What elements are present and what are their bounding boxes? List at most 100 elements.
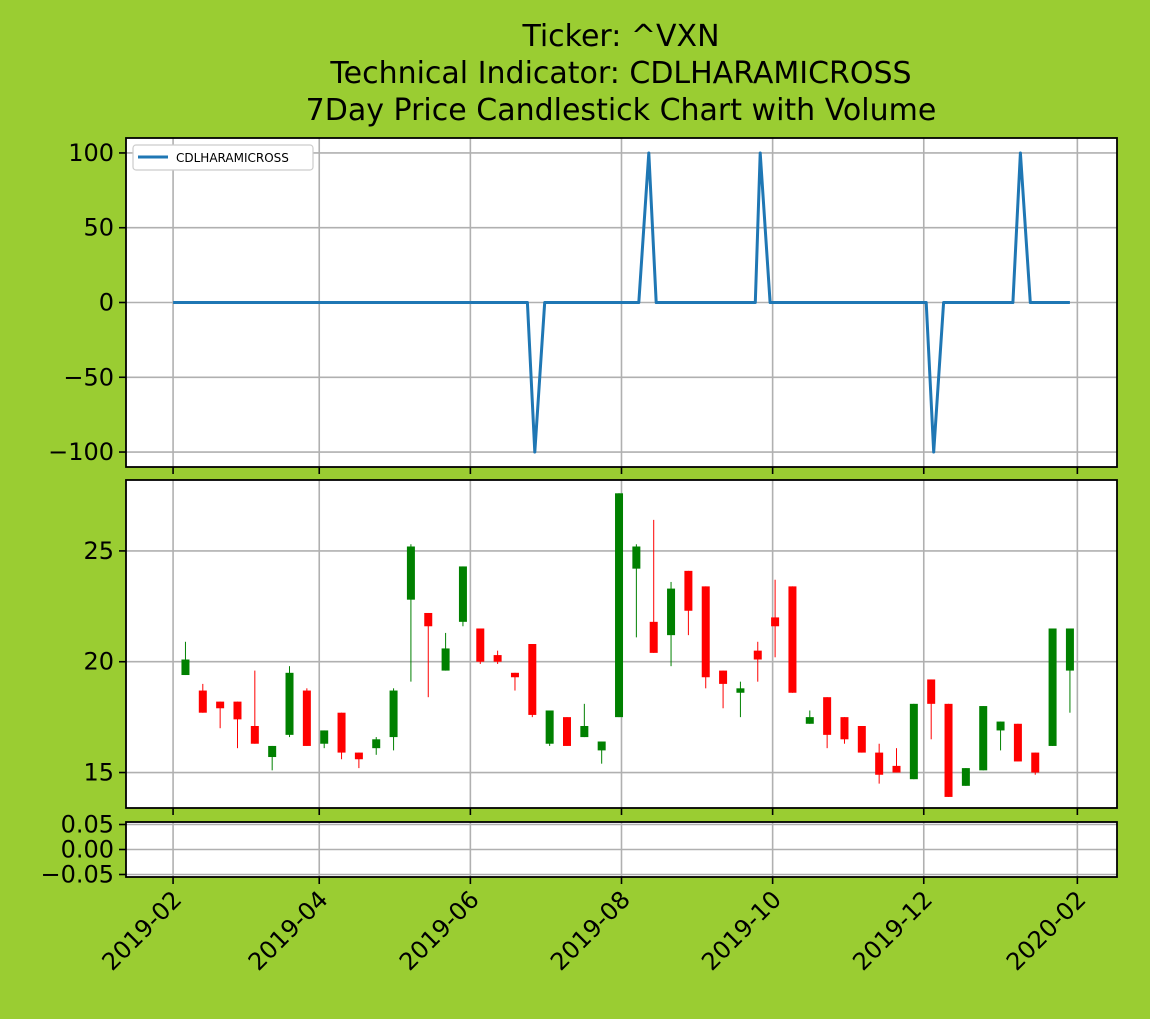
candle <box>927 679 936 740</box>
indicator-ytick-label: 0 <box>99 289 114 317</box>
candle <box>268 745 277 771</box>
candle-body <box>632 546 641 569</box>
chart-title-line-3: 7Day Price Candlestick Chart with Volume <box>306 93 937 128</box>
candle-body <box>268 745 277 758</box>
legend-label: CDLHARAMICROSS <box>176 151 289 165</box>
candle <box>944 703 953 797</box>
candle-body <box>771 617 780 627</box>
candle <box>458 566 467 627</box>
candle-body <box>354 752 363 760</box>
candle <box>857 726 866 753</box>
candle-body <box>927 679 936 704</box>
indicator-panel-border <box>125 137 1118 468</box>
candle <box>632 544 641 638</box>
candle-body <box>875 752 884 775</box>
candle <box>1013 723 1022 762</box>
volume-ytick-label: 0.00 <box>61 836 114 864</box>
candle-body <box>753 650 762 660</box>
candle-body <box>389 690 398 738</box>
candle <box>961 768 970 786</box>
candle <box>510 672 519 691</box>
candle <box>302 688 311 746</box>
price-panel-border <box>125 479 1118 809</box>
candle-body <box>892 765 901 773</box>
candle-body <box>545 710 554 744</box>
candle-body <box>233 701 242 720</box>
candle-body <box>1065 628 1074 671</box>
candle <box>719 670 728 709</box>
candle <box>562 717 571 746</box>
candle-body <box>1031 752 1040 773</box>
candle <box>1048 628 1057 746</box>
candle-body <box>736 688 745 693</box>
indicator-ytick-label: −50 <box>63 363 114 391</box>
candle <box>771 579 780 658</box>
candle <box>424 612 433 698</box>
candle-body <box>788 586 797 693</box>
candle <box>788 586 797 693</box>
candle-body <box>302 690 311 746</box>
candle-body <box>823 697 832 735</box>
candle-body <box>562 717 571 746</box>
candle <box>805 710 814 724</box>
chart-title-line-2: Technical Indicator: CDLHARAMICROSS <box>329 56 911 91</box>
candle <box>736 681 745 718</box>
price-ytick-label: 25 <box>83 537 114 565</box>
candle-body <box>493 655 502 662</box>
candle <box>615 493 624 718</box>
candle-body <box>406 546 415 600</box>
candle-body <box>372 739 381 749</box>
candle-body <box>857 726 866 753</box>
indicator-ytick-label: 50 <box>83 214 114 242</box>
candle-body <box>250 726 259 744</box>
volume-ytick-label: 0.05 <box>61 811 114 839</box>
candle <box>892 748 901 773</box>
candle <box>406 544 415 682</box>
candle <box>389 688 398 751</box>
volume-panel: 0.050.00−0.05 <box>40 811 1118 889</box>
candle <box>701 586 710 689</box>
candle-body <box>441 648 450 671</box>
candle-body <box>198 690 207 713</box>
candle <box>753 641 762 682</box>
candle <box>979 706 988 771</box>
candle <box>354 752 363 769</box>
cdlharamicross-line <box>173 151 1070 454</box>
candle <box>285 666 294 738</box>
candle <box>320 730 329 749</box>
candle-body <box>909 703 918 780</box>
candle <box>528 644 537 718</box>
indicator-panel: 100 50 0 −50 −100 CDLHARAMICROSS <box>48 137 1118 474</box>
candle <box>649 519 658 653</box>
candle <box>372 737 381 755</box>
candle-body <box>510 672 519 678</box>
candle <box>250 670 259 744</box>
candle <box>493 650 502 664</box>
candle-body <box>979 706 988 771</box>
volume-panel-border <box>125 821 1118 878</box>
candle-body <box>840 717 849 740</box>
legend-box <box>132 144 314 171</box>
candle <box>1031 752 1040 775</box>
indicator-ytick-label: 100 <box>68 139 114 167</box>
candle-body <box>1048 628 1057 746</box>
candle <box>1065 628 1074 713</box>
candle <box>476 628 485 664</box>
candle-body <box>337 712 346 753</box>
candle-body <box>615 493 624 718</box>
candle-body <box>216 701 225 709</box>
candle <box>909 703 918 780</box>
candle-body <box>320 730 329 744</box>
price-ytick-label: 20 <box>83 648 114 676</box>
candle <box>337 712 346 760</box>
candle-body <box>528 644 537 715</box>
candle <box>198 683 207 713</box>
candle-body <box>424 612 433 627</box>
candle-body <box>701 586 710 678</box>
candle-body <box>458 566 467 622</box>
indicator-legend: CDLHARAMICROSS <box>132 144 314 171</box>
candle-body <box>961 768 970 786</box>
candle <box>996 721 1005 751</box>
candle-body <box>667 588 676 636</box>
candle <box>840 717 849 744</box>
